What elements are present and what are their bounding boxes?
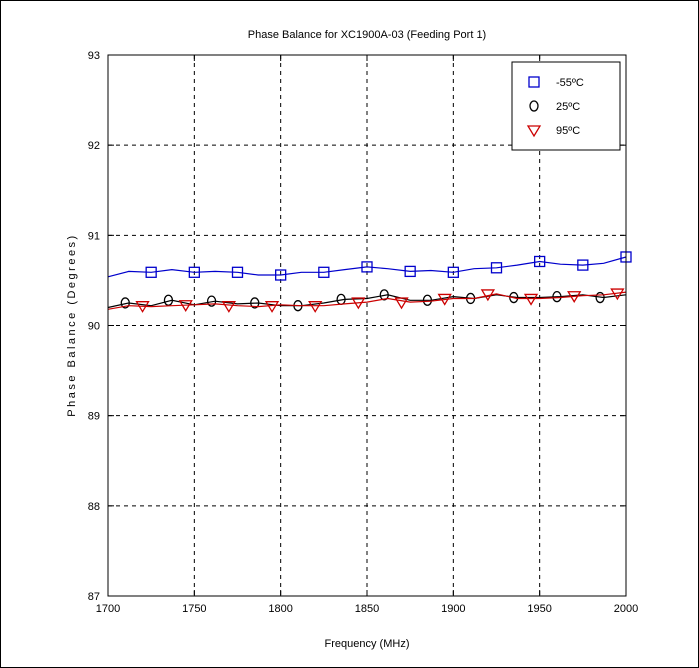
legend-marker xyxy=(529,100,539,112)
series-point xyxy=(509,291,519,304)
series-point xyxy=(437,293,452,306)
axis-ticks: 1700 1750 1800 1850 1900 1950 2000 87 88 89 90 91 92… xyxy=(88,50,638,615)
series-point xyxy=(595,291,605,304)
series-layer xyxy=(107,251,632,313)
x-tick-label: 2000 xyxy=(614,603,638,615)
series-point xyxy=(490,262,503,274)
x-tick-label: 1900 xyxy=(441,603,465,615)
series-line xyxy=(107,291,627,310)
series-3 xyxy=(107,288,627,313)
legend-label: -55ºC xyxy=(556,77,584,89)
series-point xyxy=(188,266,200,278)
series-point xyxy=(231,266,244,278)
legend-label: 25ºC xyxy=(556,101,580,113)
x-tick-label: 1700 xyxy=(96,603,120,615)
x-tick-label: 1750 xyxy=(182,603,206,615)
x-tick-label: 1950 xyxy=(527,603,551,615)
x-axis-label: Frequency (MHz) xyxy=(325,638,410,650)
series-point xyxy=(221,301,237,313)
y-tick-label: 88 xyxy=(88,501,100,513)
series-1 xyxy=(107,251,632,281)
legend-marker xyxy=(526,125,542,138)
series-point xyxy=(120,297,130,309)
series-point xyxy=(567,291,582,304)
y-tick-label: 87 xyxy=(88,591,100,603)
chart-title: Phase Balance for XC1900A-03 (Feeding Po… xyxy=(248,29,486,41)
series-point xyxy=(610,288,625,301)
series-point xyxy=(523,293,539,306)
series-point xyxy=(264,301,280,313)
series-point xyxy=(394,297,409,310)
series-point xyxy=(178,300,193,313)
series-point xyxy=(308,301,323,313)
series-point xyxy=(480,289,496,302)
y-tick-label: 91 xyxy=(88,230,100,242)
series-point xyxy=(275,269,287,281)
legend: -55ºC 25ºC 95ºC xyxy=(511,61,621,151)
series-point xyxy=(447,266,459,278)
grid-lines xyxy=(108,55,626,596)
legend-label: 95ºC xyxy=(556,125,580,137)
series-point xyxy=(206,295,217,307)
series-point xyxy=(534,255,546,268)
series-point xyxy=(250,297,260,309)
series-point xyxy=(361,261,373,273)
x-tick-label: 1800 xyxy=(268,603,292,615)
series-point xyxy=(552,290,562,303)
series-point xyxy=(351,297,366,310)
series-point xyxy=(318,266,330,278)
y-axis-label: Phase Balance (Degrees) xyxy=(66,233,78,416)
series-point xyxy=(577,259,589,271)
series-point xyxy=(404,265,416,278)
y-tick-label: 93 xyxy=(88,50,100,62)
legend-marker xyxy=(528,76,540,88)
y-tick-label: 92 xyxy=(88,140,100,152)
y-tick-label: 90 xyxy=(88,321,100,333)
series-point xyxy=(379,289,389,301)
series-point xyxy=(145,266,157,278)
y-tick-label: 89 xyxy=(88,411,100,423)
series-point xyxy=(135,301,150,313)
series-point xyxy=(422,294,433,306)
series-line xyxy=(107,256,627,278)
x-tick-label: 1850 xyxy=(355,603,379,615)
